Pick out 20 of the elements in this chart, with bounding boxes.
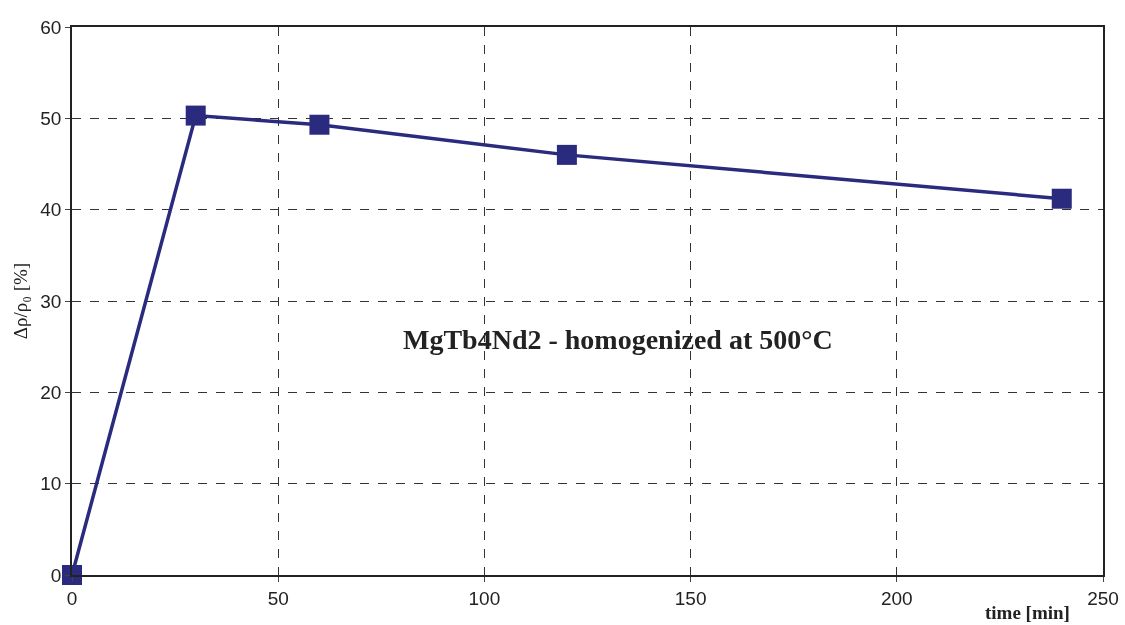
point — [309, 114, 330, 135]
y-tick-label: 40 — [40, 199, 62, 221]
x-tick-label: 200 — [880, 587, 913, 609]
point — [185, 105, 206, 126]
point — [1051, 188, 1072, 209]
y-axis-title: Δρ/ρ₀ [%] — [9, 262, 31, 340]
x-tick-label: 0 — [66, 587, 78, 609]
x-tick-label: 150 — [674, 587, 707, 609]
y-tick-label: 10 — [40, 473, 62, 495]
x-tick-label: 250 — [1087, 587, 1119, 609]
x-axis-title: time [min] — [985, 602, 1070, 623]
y-tick-label: 50 — [40, 107, 62, 129]
point — [556, 144, 577, 165]
annotation: MgTb4Nd2 - homogenized at 500°C — [403, 324, 833, 355]
y-tick-label: 30 — [40, 290, 62, 312]
y-tick-label: 60 — [40, 16, 62, 38]
y-tick-label: 20 — [40, 381, 62, 403]
x-tick-label: 50 — [267, 587, 289, 609]
y-tick-label: 0 — [50, 564, 62, 586]
x-tick-label: 100 — [468, 587, 501, 609]
